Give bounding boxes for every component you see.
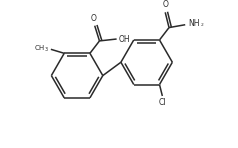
Text: $_2$: $_2$ [200,22,205,29]
Text: OH: OH [119,34,130,44]
Text: Cl: Cl [159,98,166,107]
Text: O: O [162,0,168,9]
Text: NH: NH [188,19,200,28]
Text: CH$_3$: CH$_3$ [34,44,49,54]
Text: O: O [91,14,97,23]
